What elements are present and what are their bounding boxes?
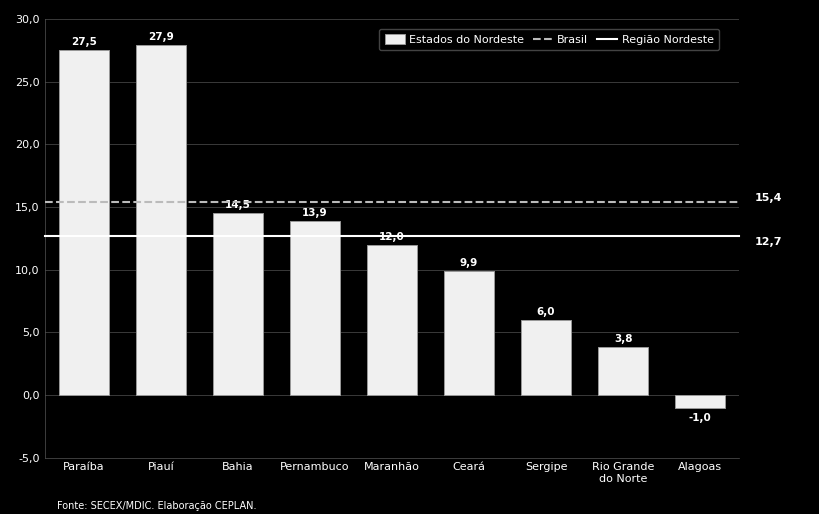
Bar [213,213,263,395]
Bar [597,347,648,395]
Text: 3,8: 3,8 [613,334,631,344]
Bar [520,320,571,395]
Text: Fonte: SECEX/MDIC. Elaboração CEPLAN.: Fonte: SECEX/MDIC. Elaboração CEPLAN. [57,501,256,511]
Bar [136,45,186,395]
Text: 6,0: 6,0 [536,307,554,317]
Bar [443,271,494,395]
Legend: Estados do Nordeste, Brasil, Região Nordeste: Estados do Nordeste, Brasil, Região Nord… [378,29,718,50]
Bar [289,221,340,395]
Text: 27,9: 27,9 [147,32,174,42]
Text: 15,4: 15,4 [753,193,781,203]
Text: 9,9: 9,9 [459,258,477,268]
Bar [59,50,109,395]
Text: -1,0: -1,0 [688,413,711,423]
Bar [366,245,417,395]
Text: 13,9: 13,9 [301,208,328,218]
Text: 12,7: 12,7 [753,237,781,247]
Text: 12,0: 12,0 [378,231,405,242]
Text: 14,5: 14,5 [224,200,251,210]
Text: 27,5: 27,5 [70,37,97,47]
Bar [674,395,725,408]
